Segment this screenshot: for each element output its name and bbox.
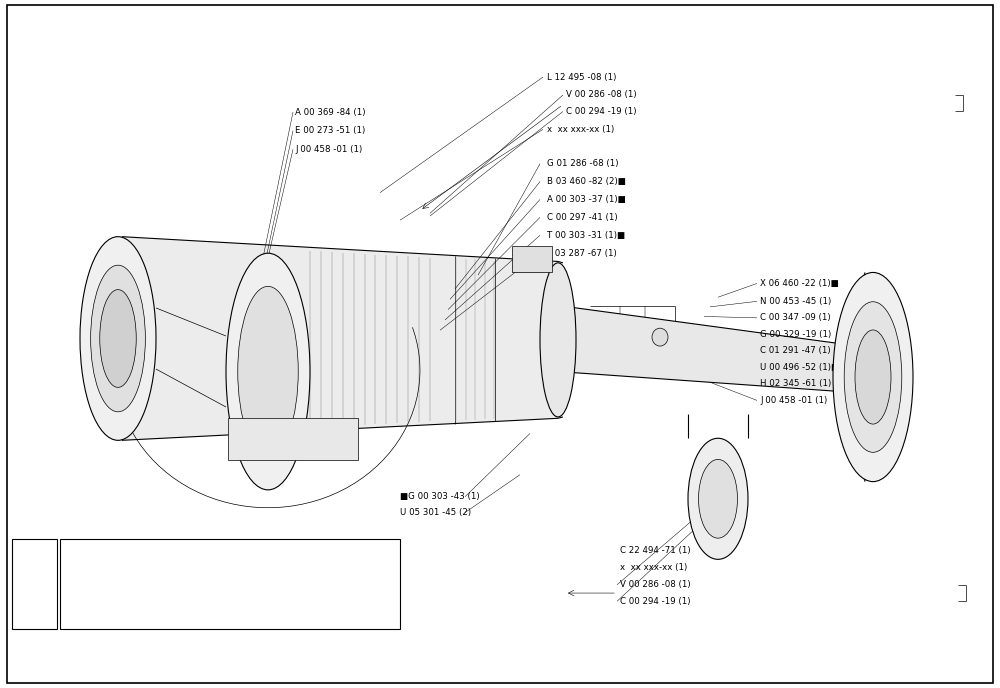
Text: U 00 496 -52 (1)■: U 00 496 -52 (1)■	[760, 363, 839, 372]
Text: CYLINDER: CYLINDER	[90, 614, 132, 623]
Text: A 00 303 -37 (1)■: A 00 303 -37 (1)■	[547, 195, 626, 204]
Ellipse shape	[226, 253, 310, 490]
Text: H 02 345 -61 (1): H 02 345 -61 (1)	[760, 379, 831, 389]
Text: G 01 286 -68 (1): G 01 286 -68 (1)	[547, 159, 618, 169]
Ellipse shape	[238, 286, 298, 457]
Text: U 05 301 -45 (2): U 05 301 -45 (2)	[400, 508, 471, 517]
Text: E 00 273 -51 (1): E 00 273 -51 (1)	[295, 126, 365, 136]
Ellipse shape	[855, 330, 891, 424]
Bar	[60, 539, 400, 629]
Text: HJ30 D01.1: HJ30 D01.1	[28, 545, 41, 623]
Polygon shape	[228, 418, 358, 460]
Text: B 03 460 -82 (2)■: B 03 460 -82 (2)■	[547, 177, 626, 186]
Text: C 01 291 -47 (1): C 01 291 -47 (1)	[760, 346, 831, 356]
Text: C 00 294 -19 (1): C 00 294 -19 (1)	[620, 596, 690, 606]
Text: VERIN: VERIN	[90, 595, 121, 604]
Text: V 00 286 -08 (1): V 00 286 -08 (1)	[566, 90, 637, 100]
Text: ■G 00 303 -43 (1): ■G 00 303 -43 (1)	[400, 492, 480, 502]
Text: J 00 458 -01 (1): J 00 458 -01 (1)	[760, 396, 827, 405]
Bar	[12, 539, 57, 629]
Text: L 12 495 -08 (1): L 12 495 -08 (1)	[547, 72, 616, 82]
Text: V 00 286 -08 (1): V 00 286 -08 (1)	[620, 580, 691, 590]
Text: C 22 494 -71 (1): C 22 494 -71 (1)	[620, 546, 691, 555]
Ellipse shape	[698, 460, 738, 538]
Text: x  xx xxx-xx (1): x xx xxx-xx (1)	[547, 125, 614, 134]
Text: G 00 329 -19 (1): G 00 329 -19 (1)	[760, 330, 831, 339]
Text: T 00 303 -31 (1)■: T 00 303 -31 (1)■	[547, 230, 625, 240]
Ellipse shape	[688, 438, 748, 559]
Text: C 00 347 -09 (1): C 00 347 -09 (1)	[760, 313, 831, 323]
Text: 12-77: 12-77	[68, 573, 77, 595]
Ellipse shape	[91, 265, 145, 412]
Polygon shape	[512, 246, 552, 272]
Text: J 00 458 -01 (1): J 00 458 -01 (1)	[295, 144, 362, 154]
Text: N 00 453 -45 (1): N 00 453 -45 (1)	[760, 297, 831, 306]
Polygon shape	[122, 237, 558, 440]
Text: F 03 287 -67 (1): F 03 287 -67 (1)	[547, 248, 617, 258]
Ellipse shape	[844, 302, 902, 452]
Ellipse shape	[100, 290, 136, 387]
Text: A 00 369 -84 (1): A 00 369 -84 (1)	[295, 107, 366, 117]
Text: U 34 467- 06: U 34 467- 06	[90, 552, 174, 566]
Text: □R06 460-15: □R06 460-15	[228, 555, 284, 563]
Text: x  xx xxx-xx (1): x xx xxx-xx (1)	[620, 563, 687, 572]
Ellipse shape	[833, 272, 913, 482]
Text: 65 x 95  C 300: 65 x 95 C 300	[140, 614, 201, 623]
Text: C 00 297 -41 (1): C 00 297 -41 (1)	[547, 213, 618, 222]
Text: C 00 294 -19 (1): C 00 294 -19 (1)	[566, 107, 637, 116]
Polygon shape	[558, 305, 845, 392]
Ellipse shape	[652, 328, 668, 346]
Ellipse shape	[80, 237, 156, 440]
Text: X 06 460 -22 (1)■: X 06 460 -22 (1)■	[760, 279, 839, 288]
Ellipse shape	[540, 263, 576, 417]
